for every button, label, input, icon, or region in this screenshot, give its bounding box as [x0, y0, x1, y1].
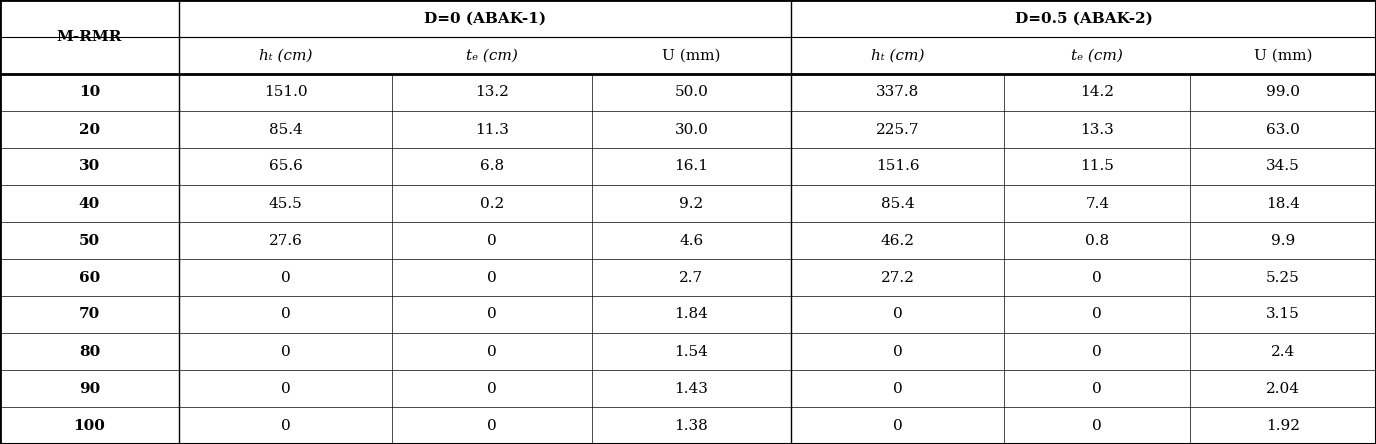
- Text: 0: 0: [487, 381, 497, 396]
- Text: U (mm): U (mm): [662, 48, 721, 63]
- Text: 9.2: 9.2: [680, 197, 703, 210]
- Text: 99.0: 99.0: [1266, 86, 1300, 99]
- Text: 5.25: 5.25: [1266, 270, 1300, 285]
- Text: 0.2: 0.2: [480, 197, 504, 210]
- Text: 1.38: 1.38: [674, 419, 709, 432]
- Text: 1.43: 1.43: [674, 381, 709, 396]
- Text: 2.4: 2.4: [1271, 345, 1295, 358]
- Text: 2.04: 2.04: [1266, 381, 1300, 396]
- Text: hₜ (cm): hₜ (cm): [871, 48, 925, 63]
- Text: 0: 0: [1093, 419, 1102, 432]
- Text: 0: 0: [281, 308, 290, 321]
- Text: 46.2: 46.2: [881, 234, 915, 247]
- Text: 151.0: 151.0: [264, 86, 307, 99]
- Text: 13.3: 13.3: [1080, 123, 1115, 136]
- Text: D=0 (ABAK-1): D=0 (ABAK-1): [424, 12, 546, 25]
- Text: 10: 10: [78, 86, 100, 99]
- Text: 50.0: 50.0: [674, 86, 709, 99]
- Text: 70: 70: [78, 308, 100, 321]
- Text: 0: 0: [893, 308, 903, 321]
- Text: 0: 0: [281, 345, 290, 358]
- Text: 14.2: 14.2: [1080, 86, 1115, 99]
- Text: 20: 20: [78, 123, 100, 136]
- Text: 40: 40: [78, 197, 100, 210]
- Text: 85.4: 85.4: [881, 197, 915, 210]
- Text: 7.4: 7.4: [1086, 197, 1109, 210]
- Text: 1.92: 1.92: [1266, 419, 1300, 432]
- Text: 0: 0: [1093, 381, 1102, 396]
- Text: 11.3: 11.3: [475, 123, 509, 136]
- Text: 337.8: 337.8: [877, 86, 919, 99]
- Text: 90: 90: [78, 381, 100, 396]
- Text: 0: 0: [1093, 308, 1102, 321]
- Text: 27.2: 27.2: [881, 270, 915, 285]
- Text: 0: 0: [893, 345, 903, 358]
- Text: 4.6: 4.6: [680, 234, 703, 247]
- Text: 0: 0: [487, 270, 497, 285]
- Text: 63.0: 63.0: [1266, 123, 1300, 136]
- Text: 85.4: 85.4: [268, 123, 303, 136]
- Text: 0: 0: [281, 270, 290, 285]
- Text: 9.9: 9.9: [1271, 234, 1295, 247]
- Text: 6.8: 6.8: [480, 159, 504, 174]
- Text: 27.6: 27.6: [268, 234, 303, 247]
- Text: 50: 50: [78, 234, 100, 247]
- Text: D=0.5 (ABAK-2): D=0.5 (ABAK-2): [1014, 12, 1153, 25]
- Text: M-RMR: M-RMR: [56, 30, 122, 44]
- Text: 0: 0: [487, 308, 497, 321]
- Text: 65.6: 65.6: [268, 159, 303, 174]
- Text: 0: 0: [893, 381, 903, 396]
- Text: tₑ (cm): tₑ (cm): [1072, 48, 1123, 63]
- Text: 34.5: 34.5: [1266, 159, 1300, 174]
- Text: U (mm): U (mm): [1254, 48, 1313, 63]
- Text: hₜ (cm): hₜ (cm): [259, 48, 312, 63]
- Text: 80: 80: [78, 345, 100, 358]
- Text: 1.54: 1.54: [674, 345, 709, 358]
- Text: 1.84: 1.84: [674, 308, 709, 321]
- Text: 0: 0: [487, 345, 497, 358]
- Text: 13.2: 13.2: [475, 86, 509, 99]
- Text: 225.7: 225.7: [877, 123, 919, 136]
- Text: 0: 0: [1093, 345, 1102, 358]
- Text: 0: 0: [893, 419, 903, 432]
- Text: 0: 0: [281, 381, 290, 396]
- Text: 45.5: 45.5: [268, 197, 303, 210]
- Text: 2.7: 2.7: [680, 270, 703, 285]
- Text: 30.0: 30.0: [674, 123, 709, 136]
- Text: 0: 0: [487, 234, 497, 247]
- Text: 0.8: 0.8: [1086, 234, 1109, 247]
- Text: 0: 0: [487, 419, 497, 432]
- Text: 30: 30: [78, 159, 100, 174]
- Text: 11.5: 11.5: [1080, 159, 1115, 174]
- Text: 16.1: 16.1: [674, 159, 709, 174]
- Text: 18.4: 18.4: [1266, 197, 1300, 210]
- Text: 151.6: 151.6: [877, 159, 919, 174]
- Text: 3.15: 3.15: [1266, 308, 1300, 321]
- Text: 100: 100: [73, 419, 106, 432]
- Text: 0: 0: [281, 419, 290, 432]
- Text: tₑ (cm): tₑ (cm): [466, 48, 517, 63]
- Text: 60: 60: [78, 270, 100, 285]
- Text: 0: 0: [1093, 270, 1102, 285]
